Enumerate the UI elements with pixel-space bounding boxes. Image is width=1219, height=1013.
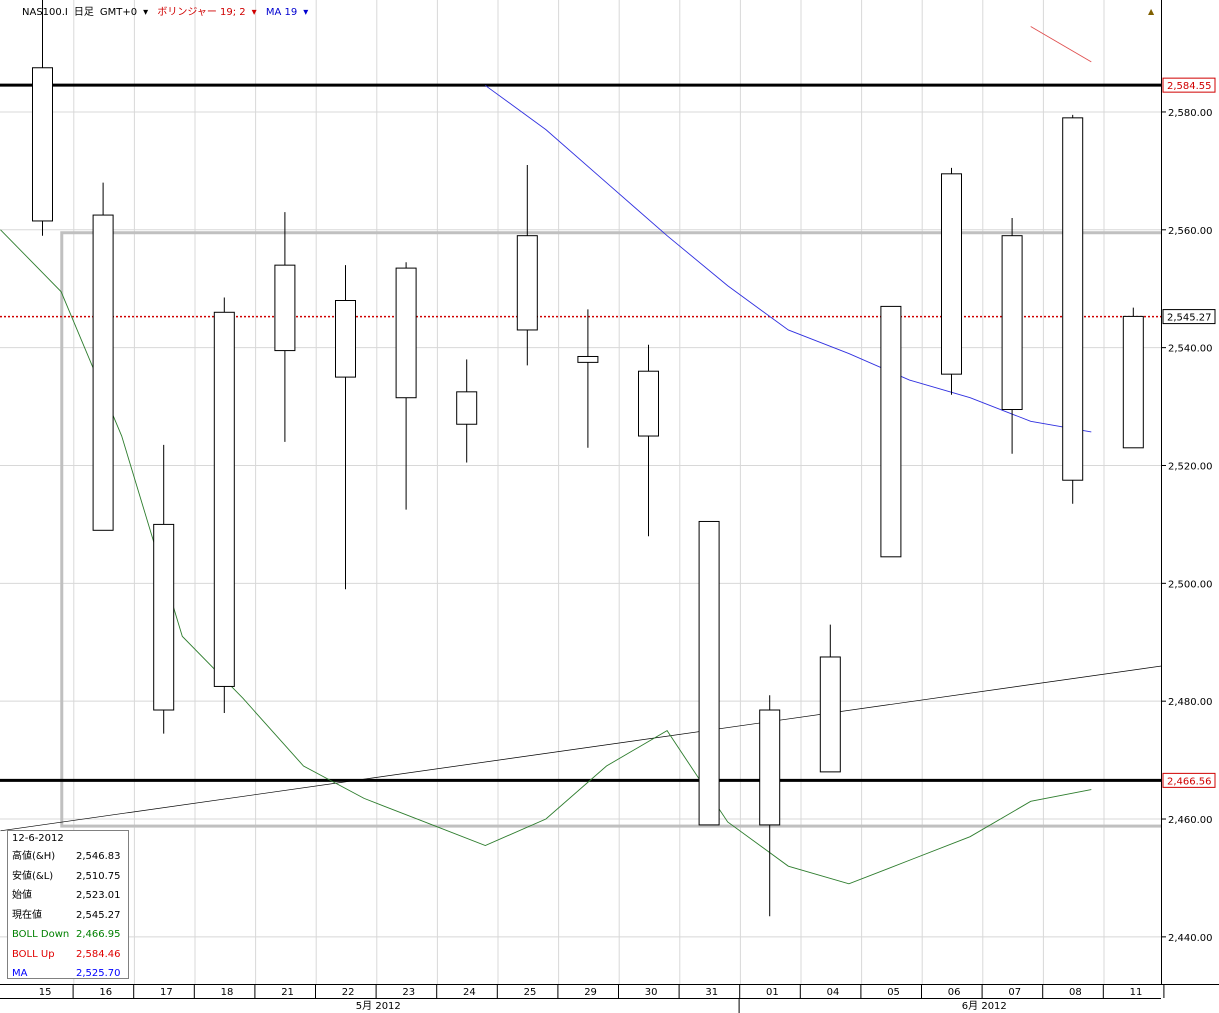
date-tick-label: 22 xyxy=(342,987,355,998)
legend-date: 12-6-2012 xyxy=(12,833,64,844)
date-tick-label: 06 xyxy=(948,987,961,998)
chart-corner-icon: ▲ xyxy=(1148,7,1155,16)
legend-value: 2,466.95 xyxy=(76,929,121,940)
legend-row: BOLL Up 2,584.46 xyxy=(8,945,128,965)
bullish-candle xyxy=(456,391,478,425)
date-tick-label: 30 xyxy=(645,987,658,998)
legend-value: 2,510.75 xyxy=(76,870,121,882)
legend-label: BOLL Down xyxy=(12,929,70,940)
bullish-candle xyxy=(395,267,417,399)
date-tick-label: 04 xyxy=(827,987,840,998)
price-tick-label: 2,480.00 xyxy=(1168,697,1213,708)
date-tick-label: 31 xyxy=(705,987,718,998)
plot-area xyxy=(0,0,1161,984)
legend-row: 現在値 2,545.27 xyxy=(8,906,128,926)
legend-label: 始値 xyxy=(12,890,32,901)
dropdown-icon[interactable]: ▾ xyxy=(251,7,257,18)
timeframe-label[interactable]: 日足 xyxy=(73,7,94,18)
bollinger-indicator-label[interactable]: ボリンジャー 19; 2 xyxy=(157,7,246,18)
legend-value: 2,545.27 xyxy=(76,909,121,921)
bullish-candle xyxy=(274,264,296,352)
price-tag xyxy=(1162,309,1216,325)
price-tick-label: 2,580.00 xyxy=(1168,108,1213,119)
date-tick-label: 17 xyxy=(160,987,173,998)
bullish-candle xyxy=(1062,117,1084,481)
date-tick-label: 01 xyxy=(766,987,779,998)
date-tick-label: 25 xyxy=(524,987,537,998)
legend-row: 安値(&L) 2,510.75 xyxy=(8,867,128,887)
legend-value: 2,546.83 xyxy=(76,851,121,862)
price-tag-label: 2,466.56 xyxy=(1167,776,1212,787)
bullish-candle xyxy=(92,214,114,531)
date-tick-label: 07 xyxy=(1008,987,1021,998)
price-tick-label: 2,440.00 xyxy=(1168,933,1213,944)
symbol-label[interactable]: NAS100.I xyxy=(22,7,68,18)
dropdown-icon[interactable]: ▾ xyxy=(303,7,309,18)
timezone-label[interactable]: GMT+0 xyxy=(99,7,138,18)
price-tick-label: 2,500.00 xyxy=(1168,579,1213,590)
date-tick-label: 23 xyxy=(402,987,415,998)
bullish-candle xyxy=(698,520,720,826)
date-tick-label: 11 xyxy=(1130,987,1143,998)
bullish-candle xyxy=(759,709,781,826)
bullish-candle xyxy=(516,235,538,331)
chart-header: NAS100.I 日足 GMT+0 ▾ ボリンジャー 19; 2 ▾ MA 19 ▾ xyxy=(22,3,314,18)
legend-row: 始値 2,523.01 xyxy=(8,886,128,906)
bullish-candle xyxy=(638,370,659,437)
month-label: 6月 2012 xyxy=(962,1000,1007,1012)
bullish-candle xyxy=(1122,315,1144,449)
legend-label: MA xyxy=(12,968,28,979)
legend-value: 2,584.46 xyxy=(76,948,121,960)
data-window: 12-6-2012 高値(&H) 2,546.83 安値(&L) 2,510.75 始値… xyxy=(7,830,129,979)
bullish-candle xyxy=(880,305,902,558)
date-tick-label: 29 xyxy=(584,987,597,998)
legend-label: BOLL Up xyxy=(12,948,55,960)
indicator-line-boll-up xyxy=(1030,26,1092,63)
bullish-candle xyxy=(335,300,356,378)
date-tick-label: 24 xyxy=(463,987,476,998)
indicator-line-ma xyxy=(485,85,1092,433)
dropdown-icon[interactable]: ▾ xyxy=(143,7,149,18)
legend-row: 高値(&H) 2,546.83 xyxy=(8,847,128,867)
ma-indicator-label[interactable]: MA 19 xyxy=(265,7,298,18)
date-tick-label: 21 xyxy=(281,987,294,998)
price-tag xyxy=(1162,77,1216,93)
price-tick-label: 2,520.00 xyxy=(1168,461,1213,472)
bullish-candle xyxy=(32,67,53,222)
legend-label: 現在値 xyxy=(12,909,42,921)
price-tag-label: 2,545.27 xyxy=(1167,313,1212,324)
price-tick-label: 2,460.00 xyxy=(1168,815,1213,826)
month-label: 5月 2012 xyxy=(356,1000,401,1012)
legend-value: 2,525.70 xyxy=(76,968,121,979)
date-tick-label: 18 xyxy=(221,987,234,998)
bullish-candle xyxy=(577,355,599,363)
price-tick-label: 2,540.00 xyxy=(1168,344,1213,355)
date-tick-label: 08 xyxy=(1069,987,1082,998)
price-tick-label: 2,560.00 xyxy=(1168,226,1213,237)
bullish-candle xyxy=(213,311,235,687)
legend-row: BOLL Down 2,466.95 xyxy=(8,925,128,945)
trendline xyxy=(0,659,1205,832)
legend-row: MA 2,525.70 xyxy=(8,964,128,984)
legend-value: 2,523.01 xyxy=(76,890,121,901)
legend-label: 安値(&L) xyxy=(12,870,54,882)
bullish-candle xyxy=(153,523,175,711)
bullish-candle xyxy=(1001,235,1023,411)
date-tick-label: 16 xyxy=(99,987,112,998)
indicator-line-boll-down xyxy=(0,229,1092,885)
price-tag xyxy=(1162,772,1216,788)
price-tag-label: 2,584.55 xyxy=(1167,81,1212,92)
date-tick-label: 05 xyxy=(887,987,900,998)
date-tick-label: 15 xyxy=(39,987,52,998)
legend-label: 高値(&H) xyxy=(12,851,56,862)
bullish-candle xyxy=(941,173,962,375)
bullish-candle xyxy=(819,656,841,773)
price-axis xyxy=(1161,0,1219,1013)
